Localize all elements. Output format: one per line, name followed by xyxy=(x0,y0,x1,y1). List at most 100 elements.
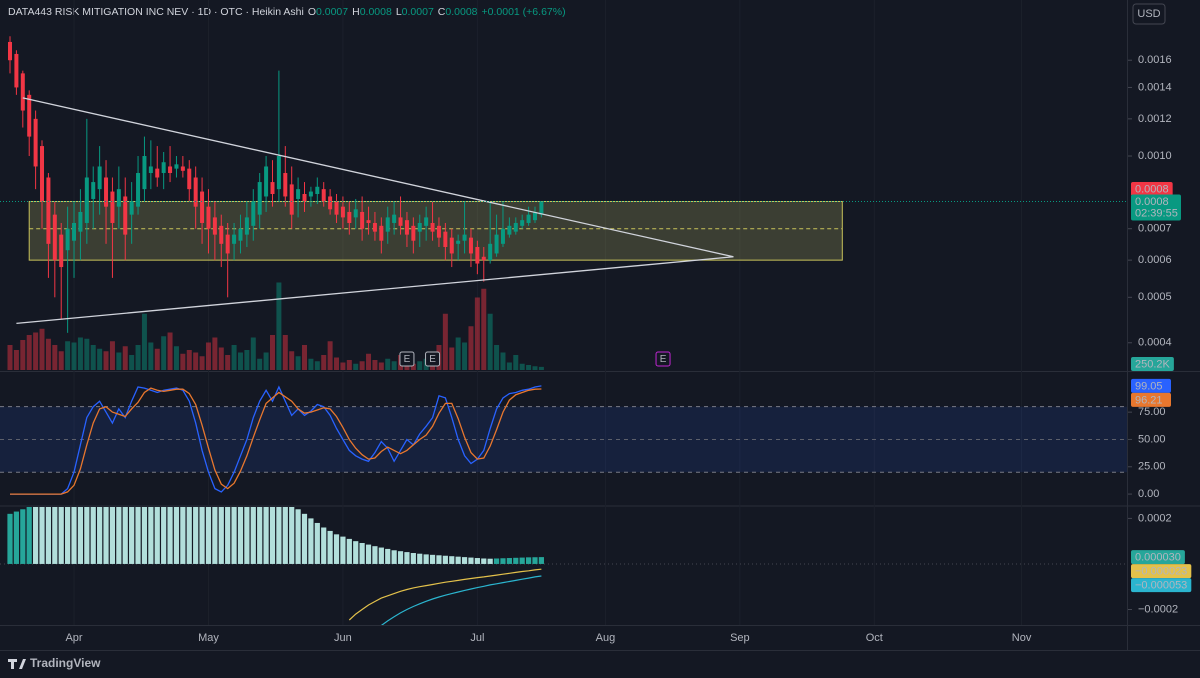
volume-bar xyxy=(167,332,173,370)
volume-bar xyxy=(346,360,352,370)
candle-body xyxy=(372,222,377,232)
histogram-bar xyxy=(429,554,436,564)
stoch-badge: 99.05 xyxy=(1131,378,1171,393)
candle-body xyxy=(468,237,473,254)
macd-line xyxy=(348,568,542,621)
histogram-bar xyxy=(538,557,544,564)
price-change: +0.0001 (+6.67%) xyxy=(482,6,566,18)
volume-bar xyxy=(276,282,282,370)
y-tick-label: 0.0016 xyxy=(1138,54,1172,66)
candle-body xyxy=(155,168,160,178)
histogram-bar xyxy=(404,552,410,564)
event-label: E xyxy=(429,354,436,365)
volume-bar xyxy=(199,356,205,370)
stoch-pane xyxy=(0,385,1127,495)
volume-bar xyxy=(289,351,295,370)
candle-body xyxy=(539,201,544,215)
y-tick-label: 0.0007 xyxy=(1138,223,1172,235)
macd-badge-bg xyxy=(1131,564,1192,579)
candle-body xyxy=(206,206,211,229)
candle-body xyxy=(142,156,147,190)
ohlc-value: 0.0007 xyxy=(402,6,434,18)
histogram-bar xyxy=(276,507,282,564)
histogram-bar xyxy=(365,544,372,564)
candle-body xyxy=(161,162,166,174)
candle-body xyxy=(494,234,499,254)
candle-body xyxy=(417,222,422,232)
ohlc-value: 0.0008 xyxy=(445,6,477,18)
x-tick-label: May xyxy=(198,632,219,644)
histogram-bar xyxy=(180,507,186,564)
last-price-bg xyxy=(1131,194,1181,221)
histogram-bar xyxy=(199,507,205,564)
macd-line xyxy=(380,575,542,625)
volume-bar xyxy=(295,356,301,370)
volume-bar xyxy=(231,345,237,370)
trendline xyxy=(22,97,734,258)
volume-badge: 250.2K xyxy=(1131,357,1174,371)
histogram-bar xyxy=(225,507,231,564)
candle-body xyxy=(392,214,397,223)
candle-body xyxy=(219,225,224,244)
y-tick-label: 0.00 xyxy=(1138,488,1159,500)
histogram-bar xyxy=(250,507,256,564)
volume-bar xyxy=(45,338,51,370)
histogram-bar xyxy=(346,538,352,564)
volume-bar xyxy=(321,355,327,370)
candle-body xyxy=(270,182,275,194)
x-tick-label: Apr xyxy=(65,632,82,644)
currency-label[interactable]: USD xyxy=(1137,8,1160,20)
macd-badge-text: −0.000023 xyxy=(1135,566,1187,578)
candle-body xyxy=(430,222,435,232)
histogram-bar xyxy=(455,556,461,564)
volume-bar xyxy=(154,348,160,370)
trendline xyxy=(16,256,734,325)
histogram-bar xyxy=(385,548,391,564)
price-pane xyxy=(0,36,1127,370)
volume-bar xyxy=(186,350,192,370)
candle-body xyxy=(27,94,32,137)
histogram-bar xyxy=(186,507,192,564)
prev-price-badge-text: 0.0008 xyxy=(1135,183,1169,195)
histogram-bar xyxy=(167,507,173,564)
candle-body xyxy=(136,173,141,207)
symbol-title: DATA443 RISK MITIGATION INC NEV · 1D · O… xyxy=(8,6,304,18)
histogram-bar xyxy=(212,507,218,564)
candle-body xyxy=(507,225,512,235)
candle-body xyxy=(91,182,96,199)
ohlc-label: O xyxy=(308,6,316,18)
candle-body xyxy=(398,217,403,226)
candle-body xyxy=(46,177,51,244)
candle-body xyxy=(276,156,281,190)
candle-body xyxy=(532,211,537,221)
volume-bar xyxy=(417,361,423,370)
event-label: E xyxy=(404,354,411,365)
candle-body xyxy=(315,186,320,194)
volume-bar xyxy=(161,336,167,370)
histogram-bar xyxy=(109,507,116,564)
histogram-bar xyxy=(340,536,346,564)
candle-body xyxy=(129,201,134,215)
stoch-badge: 96.21 xyxy=(1131,392,1171,407)
histogram-bar xyxy=(301,513,308,564)
volume-bar xyxy=(129,355,135,370)
y-tick-label: 75.00 xyxy=(1138,406,1166,418)
ohlc-label: L xyxy=(396,6,402,18)
histogram-bar xyxy=(474,558,480,564)
volume-bar xyxy=(135,345,141,370)
candle-body xyxy=(353,209,358,218)
histogram-bar xyxy=(45,507,52,564)
candle-body xyxy=(328,196,333,210)
candle-body xyxy=(104,177,109,207)
candle-body xyxy=(257,182,262,215)
macd-hist-badge-text: 0.000030 xyxy=(1135,552,1181,564)
histogram-bar xyxy=(26,507,32,564)
volume-bar xyxy=(250,337,256,370)
volume-bar xyxy=(308,358,314,370)
macd-hist-badge: 0.000030 xyxy=(1131,550,1185,565)
candle-body xyxy=(500,228,505,244)
volume-bar xyxy=(148,342,154,370)
volume-bar xyxy=(13,350,19,370)
currency-button[interactable] xyxy=(1132,3,1166,25)
